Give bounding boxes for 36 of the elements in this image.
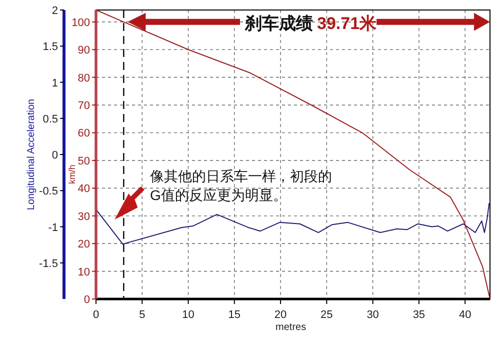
x-tick-label: 40 [458,309,472,321]
x-tick-label: 30 [366,309,379,321]
x-tick-label: 35 [412,309,426,321]
y2-tick-label: 0 [84,294,90,306]
y-tick-label: 1.5 [42,41,58,54]
y2-tick-label: 60 [78,128,90,140]
y-tick-label: 1 [52,77,58,90]
x-tick-label: 0 [92,309,100,321]
x-axis-title: metres [276,322,306,333]
line-series [96,203,490,245]
x-tick-label: 15 [228,309,241,321]
y-tick-label: 0.5 [42,113,58,126]
y2-tick-label: 90 [78,44,90,57]
x-tick-label: 5 [139,309,146,321]
y-tick-label: -0.5 [39,186,58,198]
x-tick-label: 20 [274,309,287,321]
y-tick-label: 0 [52,150,58,162]
annotation: 像其他的日系车一样，初段的G值的反应更为明显。 [150,168,332,203]
x-tick-label: 25 [320,309,333,321]
y2-tick-label: 30 [78,210,90,223]
annotation: 刹车成绩 [244,14,313,33]
x-tick-label: 10 [182,309,194,321]
y2-tick-label: 100 [72,16,90,29]
annotation: 39.71米 [317,14,378,33]
y2-tick-label: 80 [78,72,90,84]
y-tick-label: 2 [52,5,58,17]
line-series [96,10,490,300]
y2-tick-label: 50 [78,155,90,168]
y-axis-title: Longitudinal Acceleration [26,98,37,210]
y2-tick-label: 20 [78,238,90,251]
y2-axis-title: km/h [67,164,77,184]
y-tick-label: -1.5 [39,258,58,270]
y-tick-label: -1 [48,222,58,234]
y2-tick-label: 10 [78,266,90,278]
y2-tick-label: 40 [78,183,90,196]
y2-tick-label: 70 [78,100,90,112]
